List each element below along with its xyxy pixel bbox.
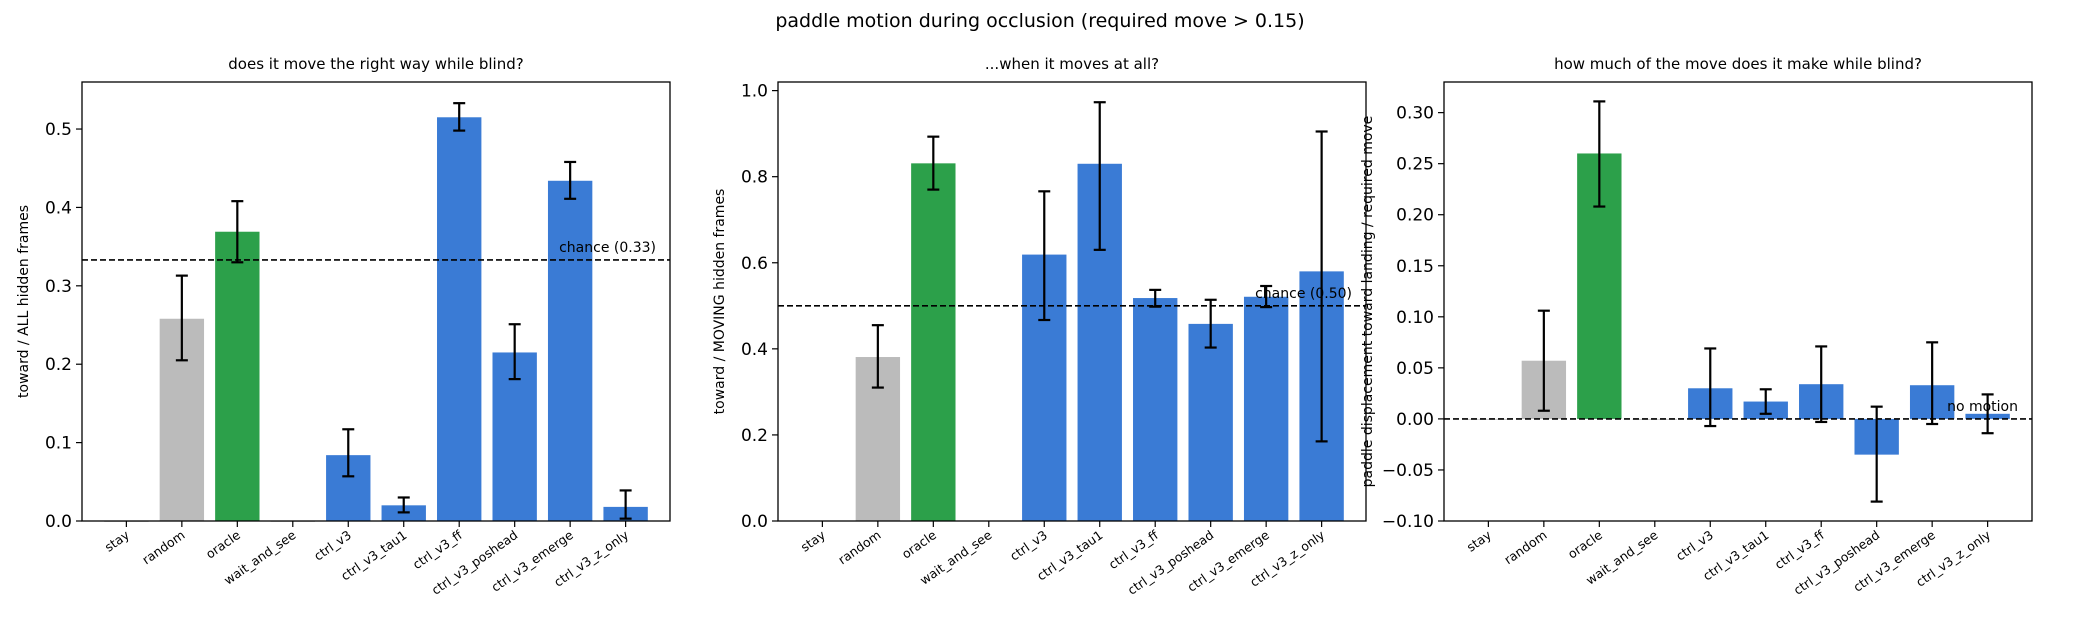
errorbar-ctrl-v3-emerge bbox=[564, 160, 577, 200]
y-axis-label: toward / MOVING hidden frames bbox=[712, 189, 728, 415]
y-tick-label: 0.6 bbox=[741, 254, 768, 274]
x-tick-label-random: random bbox=[835, 527, 883, 567]
errorbar-ctrl-v3-z-only bbox=[1315, 130, 1328, 443]
x-tick-label-stay: stay bbox=[102, 527, 133, 555]
y-tick-label: 0.0 bbox=[741, 512, 768, 532]
y-tick-label: 0.25 bbox=[1396, 155, 1434, 175]
y-tick-label: −0.05 bbox=[1382, 461, 1434, 481]
panel-title: does it move the right way while blind? bbox=[228, 55, 523, 73]
bar-ctrl-v3-ff bbox=[437, 117, 482, 521]
errorbar-ctrl-v3 bbox=[342, 428, 355, 478]
bar-ctrl-v3-poshead bbox=[492, 352, 537, 521]
bar-ctrl-v3-emerge bbox=[547, 180, 593, 521]
panel-direction-all-frames: chance (0.33) 0.0 0.1 0.2 0.3 0.4 0.5 stay rando… bbox=[16, 55, 671, 598]
x-tick-label-oracle: oracle bbox=[1565, 527, 1605, 562]
plot-frame bbox=[777, 81, 1367, 522]
errorbar-ctrl-v3-ff bbox=[1149, 288, 1162, 308]
x-tick-label-oracle: oracle bbox=[899, 527, 939, 562]
panel-title: ...when it moves at all? bbox=[985, 55, 1159, 73]
errorbar-ctrl-v3-tau1 bbox=[397, 496, 410, 514]
y-tick-label: −0.10 bbox=[1382, 512, 1434, 532]
errorbar-ctrl-v3-z-only bbox=[619, 489, 632, 520]
errorbar-ctrl-v3-z-only bbox=[1981, 393, 1994, 435]
bar-ctrl-v3-ff bbox=[1133, 298, 1178, 521]
x-tick-label-stay: stay bbox=[1464, 527, 1495, 555]
errorbar-oracle bbox=[231, 200, 244, 264]
y-tick-label: 0.05 bbox=[1396, 359, 1434, 379]
errorbar-oracle bbox=[927, 135, 940, 191]
y-tick-label: 0.5 bbox=[45, 120, 72, 140]
y-tick-label: 0.2 bbox=[45, 355, 72, 375]
errorbar-random bbox=[1537, 309, 1550, 412]
figure-title: paddle motion during occlusion (required… bbox=[775, 10, 1304, 32]
reference-line-label: chance (0.33) bbox=[559, 240, 656, 256]
errorbar-ctrl-v3 bbox=[1038, 190, 1051, 322]
errorbar-random bbox=[175, 274, 188, 362]
errorbar-ctrl-v3-ff bbox=[453, 102, 466, 132]
errorbar-ctrl-v3-emerge bbox=[1260, 284, 1273, 309]
y-tick-label: 0.0 bbox=[45, 512, 72, 532]
errorbar-ctrl-v3-emerge bbox=[1926, 341, 1939, 426]
y-tick-label: 0.00 bbox=[1396, 410, 1434, 430]
bar-ctrl-v3-poshead bbox=[1188, 323, 1233, 521]
y-tick-label: 0.1 bbox=[45, 434, 72, 454]
errorbar-ctrl-v3-tau1 bbox=[1759, 388, 1772, 415]
errorbar-ctrl-v3 bbox=[1704, 347, 1717, 428]
reference-line-label: chance (0.50) bbox=[1255, 286, 1352, 302]
y-axis-label: paddle displacement toward landing / req… bbox=[1360, 116, 1376, 488]
x-tick-label-random: random bbox=[1501, 527, 1549, 567]
errorbar-ctrl-v3-poshead bbox=[1870, 405, 1883, 503]
y-tick-label: 0.8 bbox=[741, 168, 768, 188]
y-axis-label: toward / ALL hidden frames bbox=[16, 205, 32, 398]
panel-direction-moving-frames: chance (0.50) 0.0 0.2 0.4 0.6 0.8 1.0 stay rando… bbox=[712, 55, 1367, 598]
y-tick-label: 0.10 bbox=[1396, 308, 1434, 328]
bar-stay bbox=[1466, 418, 1511, 420]
bar-oracle bbox=[911, 163, 956, 521]
panel-title: how much of the move does it make while … bbox=[1554, 55, 1922, 73]
errorbar-ctrl-v3-poshead bbox=[1204, 298, 1217, 349]
errorbar-random bbox=[871, 324, 884, 389]
x-tick-label-ctrl-v3: ctrl_v3 bbox=[1673, 527, 1716, 563]
y-tick-label: 0.3 bbox=[45, 277, 72, 297]
x-tick-label-oracle: oracle bbox=[203, 527, 243, 562]
bar-oracle bbox=[215, 231, 260, 522]
plot-frame bbox=[81, 81, 671, 522]
y-tick-label: 1.0 bbox=[741, 82, 768, 102]
y-tick-label: 0.4 bbox=[45, 198, 72, 218]
y-tick-label: 0.15 bbox=[1396, 257, 1434, 277]
y-tick-label: 0.20 bbox=[1396, 206, 1434, 226]
errorbar-ctrl-v3-poshead bbox=[508, 323, 521, 381]
x-tick-label-random: random bbox=[139, 527, 187, 567]
bar-ctrl-v3-emerge bbox=[1243, 296, 1289, 521]
errorbar-oracle bbox=[1593, 100, 1606, 208]
reference-line-label: no motion bbox=[1947, 399, 2018, 415]
y-tick-label: 0.30 bbox=[1396, 104, 1434, 124]
panel-displacement-fraction: no motion −0.10 −0.05 0.00 0.05 0.10 0.15 0.20 0… bbox=[1360, 55, 2033, 598]
y-tick-label: 0.4 bbox=[741, 340, 768, 360]
x-tick-label-ctrl-v3: ctrl_v3 bbox=[311, 527, 354, 563]
errorbar-ctrl-v3-ff bbox=[1815, 345, 1828, 424]
x-tick-label-ctrl-v3: ctrl_v3 bbox=[1007, 527, 1050, 563]
errorbar-ctrl-v3-tau1 bbox=[1093, 101, 1106, 251]
x-tick-label-stay: stay bbox=[798, 527, 829, 555]
y-tick-label: 0.2 bbox=[741, 426, 768, 446]
plot-frame bbox=[1443, 81, 2033, 522]
